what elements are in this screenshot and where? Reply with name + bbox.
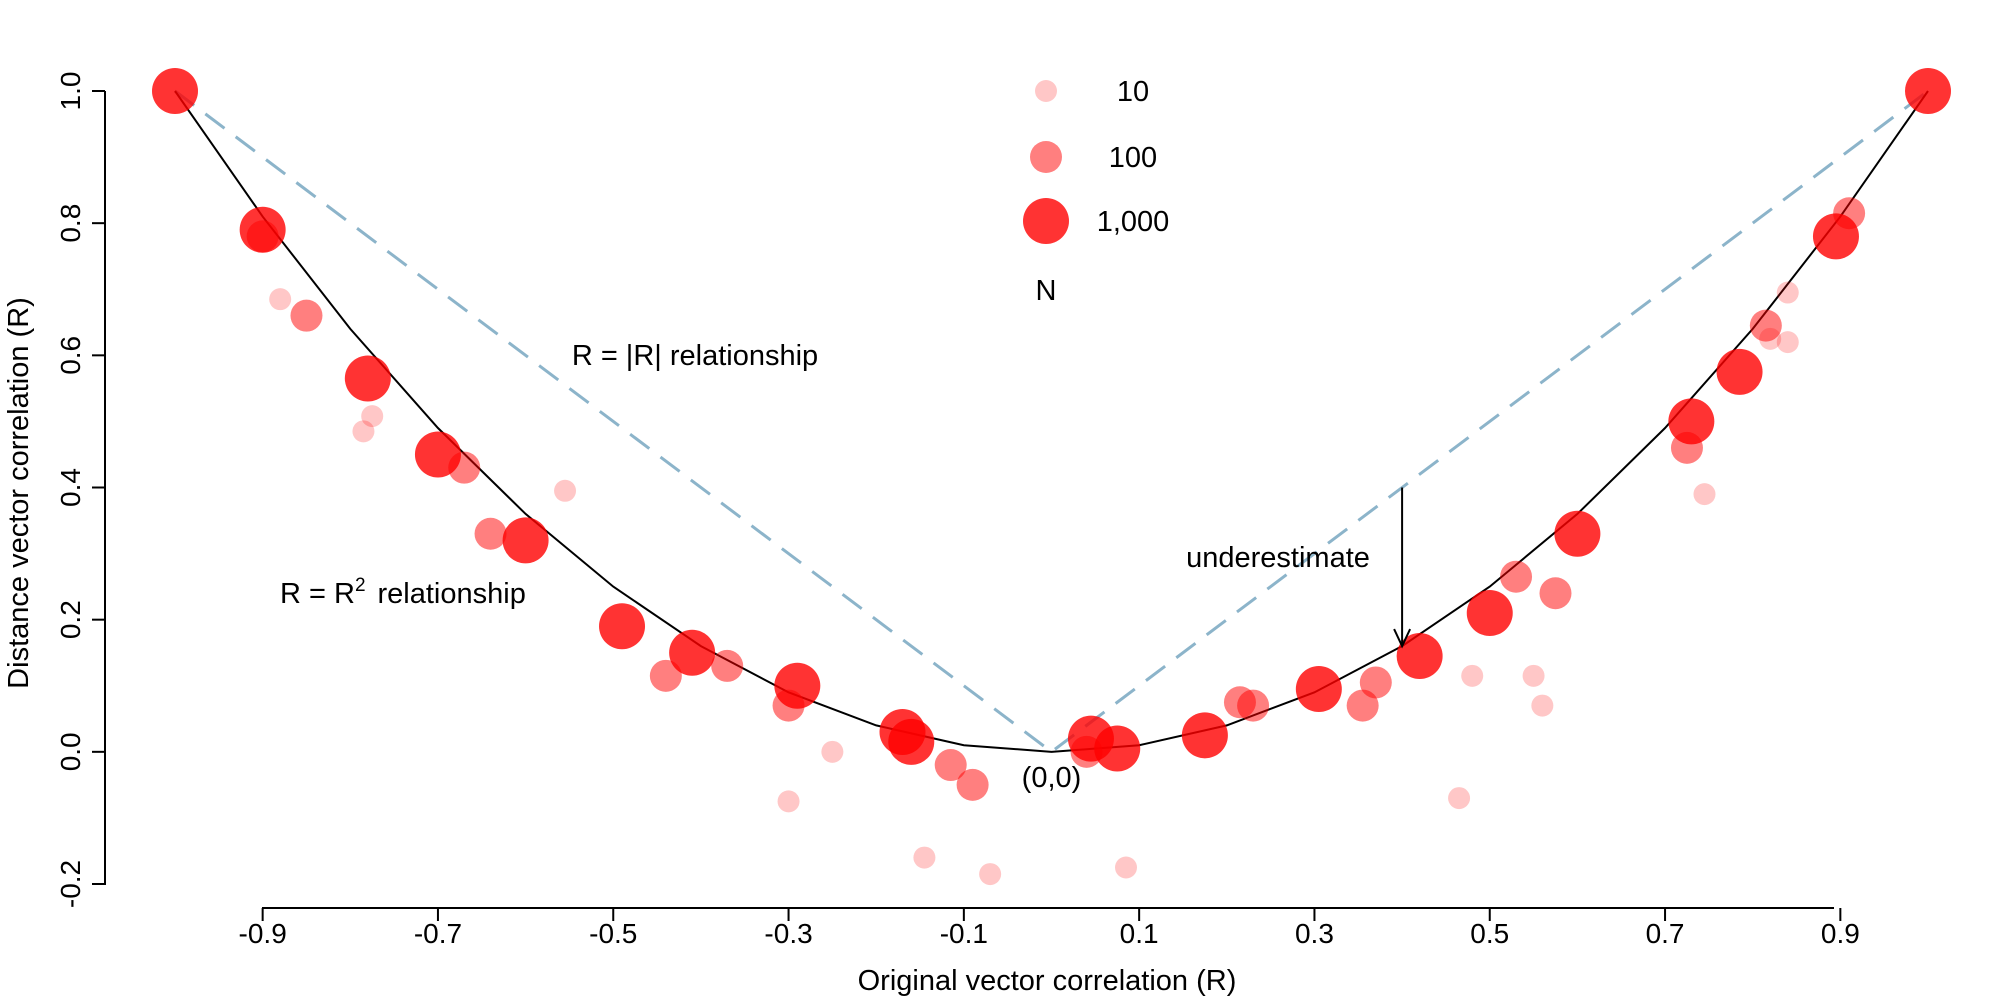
abs-relationship-label: R = |R| relationship <box>572 340 818 372</box>
legend-label: 1,000 <box>1097 206 1170 238</box>
data-point <box>1461 664 1484 687</box>
data-point <box>344 355 391 402</box>
data-point <box>913 846 936 869</box>
data-point <box>502 517 549 564</box>
data-point <box>1237 689 1270 722</box>
data-point <box>1905 68 1951 114</box>
x-tick-label: -0.3 <box>764 918 812 949</box>
data-points <box>152 68 1951 886</box>
x-tick-label: -0.1 <box>940 918 988 949</box>
y-tick-label: 0.0 <box>55 732 86 771</box>
underestimate-label: underestimate <box>1186 542 1370 574</box>
data-point <box>1500 560 1533 593</box>
data-point <box>1833 197 1866 230</box>
y-axis-ticks: -0.2 0.0 0.2 0.4 0.6 0.8 1.0 <box>55 72 105 908</box>
data-point <box>352 420 375 443</box>
data-point <box>269 288 292 311</box>
data-point <box>290 299 323 332</box>
x-axis-title: Original vector correlation (R) <box>858 965 1237 997</box>
x-tick-label: 0.1 <box>1120 918 1159 949</box>
y-tick-label: 0.8 <box>55 204 86 243</box>
x-tick-label: 0.3 <box>1295 918 1334 949</box>
data-point <box>1295 666 1342 713</box>
data-point <box>246 220 279 253</box>
x-tick-label: 0.5 <box>1470 918 1509 949</box>
data-point <box>1466 590 1513 637</box>
data-point <box>599 603 646 650</box>
squared-label-suffix: relationship <box>378 578 526 610</box>
data-point <box>1716 348 1763 395</box>
data-point <box>777 790 800 813</box>
data-point <box>1094 725 1141 772</box>
data-point <box>649 659 682 692</box>
data-point <box>1531 694 1554 717</box>
y-tick-label: 0.4 <box>55 468 86 507</box>
data-point <box>152 68 198 114</box>
data-point <box>448 451 481 484</box>
y-tick-label: 0.2 <box>55 600 86 639</box>
data-point <box>1396 633 1443 680</box>
data-point <box>554 479 577 502</box>
data-point <box>888 718 935 765</box>
legend-marker <box>1030 141 1062 173</box>
legend-marker <box>1023 198 1069 244</box>
data-point <box>956 768 989 801</box>
data-point <box>1749 309 1782 342</box>
legend-marker <box>1035 80 1057 102</box>
squared-relationship-label: R = R2 relationship <box>280 575 526 610</box>
data-point <box>979 863 1002 886</box>
abs-relationship-line <box>174 89 1929 754</box>
data-point <box>1115 856 1138 879</box>
y-axis-title: Distance vector correlation (R) <box>3 297 35 689</box>
x-axis-ticks: -0.9 -0.7 -0.5 -0.3 -0.1 0.1 0.3 0.5 0.7 0.9 <box>239 908 1860 949</box>
data-point <box>361 405 384 428</box>
legend-label: 10 <box>1117 76 1149 108</box>
data-point <box>1359 666 1392 699</box>
data-point <box>1693 483 1716 506</box>
underestimate-arrow <box>1393 487 1412 649</box>
data-point <box>1776 281 1799 304</box>
squared-label-main: R = R <box>280 578 355 610</box>
x-tick-label: -0.9 <box>239 918 287 949</box>
data-point <box>934 749 967 782</box>
origin-label: (0,0) <box>1022 762 1082 794</box>
squared-relationship-curve <box>174 90 1929 753</box>
data-point <box>669 629 716 676</box>
data-point <box>474 517 507 550</box>
legend-label: 100 <box>1109 142 1157 174</box>
data-point <box>1181 712 1228 759</box>
x-tick-label: -0.7 <box>414 918 462 949</box>
data-point <box>1554 510 1601 557</box>
data-point <box>1448 787 1471 810</box>
data-point <box>821 740 844 763</box>
x-tick-label: 0.7 <box>1646 918 1685 949</box>
x-tick-label: -0.5 <box>589 918 637 949</box>
arrow-head <box>1393 628 1412 649</box>
data-point <box>1522 664 1545 687</box>
y-tick-label: 1.0 <box>55 72 86 111</box>
legend: N 10 100 1,000 <box>1023 76 1169 307</box>
y-tick-label: 0.6 <box>55 336 86 375</box>
legend-title: N <box>1036 275 1057 307</box>
data-point <box>1668 398 1715 445</box>
data-point <box>774 662 821 709</box>
x-tick-label: 0.9 <box>1821 918 1860 949</box>
data-point <box>1539 577 1572 610</box>
y-tick-label: -0.2 <box>55 860 86 908</box>
data-point <box>711 649 744 682</box>
squared-label-superscript: 2 <box>355 575 366 596</box>
data-point <box>1776 331 1799 354</box>
data-point <box>1759 327 1782 350</box>
